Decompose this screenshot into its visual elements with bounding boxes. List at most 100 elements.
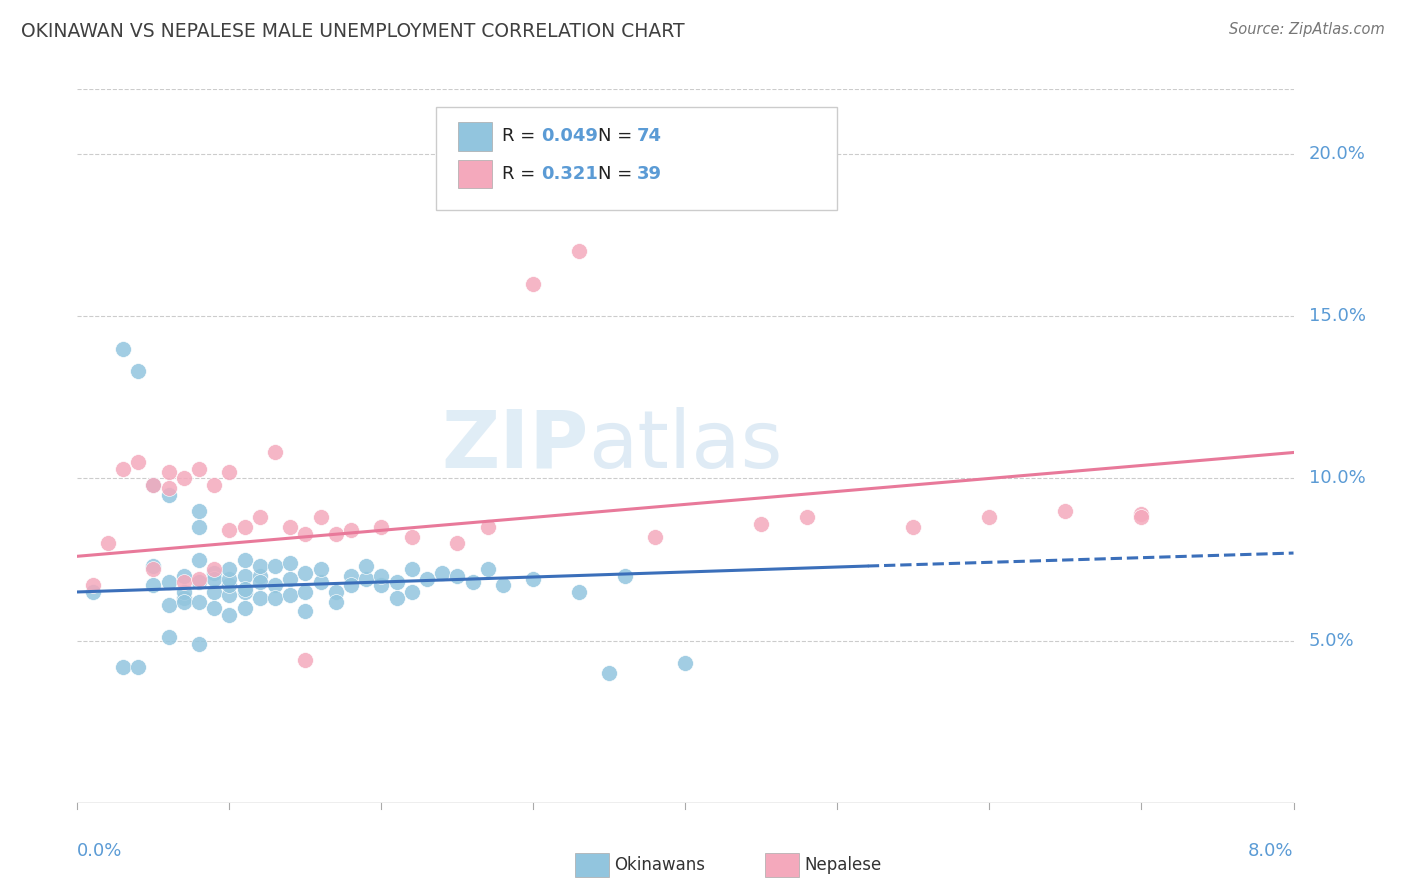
Point [173,591,195,606]
Point [675,657,697,671]
Point [416,572,439,586]
Point [218,465,240,479]
Point [249,568,271,582]
Point [370,578,392,592]
Text: OKINAWAN VS NEPALESE MALE UNEMPLOYMENT CORRELATION CHART: OKINAWAN VS NEPALESE MALE UNEMPLOYMENT C… [21,22,685,41]
Point [97,536,120,550]
Text: atlas: atlas [588,407,783,485]
Point [188,504,211,518]
Point [249,591,271,606]
Point [385,575,408,590]
Point [202,585,225,599]
Point [644,530,666,544]
Point [430,566,453,580]
Point [157,631,180,645]
Point [111,342,134,356]
Point [127,364,149,378]
Text: N =: N = [598,165,637,183]
Point [325,526,347,541]
Point [340,578,363,592]
Point [218,572,240,586]
Point [202,478,225,492]
Point [173,568,195,582]
Point [188,575,211,590]
Text: 0.049: 0.049 [541,128,598,145]
Point [218,607,240,622]
Point [278,556,301,570]
Text: 10.0%: 10.0% [1309,469,1365,487]
Point [127,455,149,469]
Point [233,552,256,566]
Point [309,562,332,576]
Point [1054,504,1077,518]
Point [492,578,515,592]
Text: 8.0%: 8.0% [1249,842,1294,860]
Point [188,520,211,534]
Point [249,510,271,524]
Text: Source: ZipAtlas.com: Source: ZipAtlas.com [1229,22,1385,37]
Text: 5.0%: 5.0% [1309,632,1354,649]
Point [370,568,392,582]
Point [979,510,1001,524]
Point [157,598,180,612]
Point [461,575,484,590]
Point [188,461,211,475]
Point [1130,510,1153,524]
Point [173,575,195,590]
Point [264,445,287,459]
Point [82,585,104,599]
Point [522,277,544,291]
Point [568,585,591,599]
Point [325,585,347,599]
Point [264,578,287,592]
Point [751,516,773,531]
Point [309,510,332,524]
Point [142,478,165,492]
Text: 74: 74 [637,128,662,145]
Point [218,588,240,602]
Point [354,559,377,574]
Point [233,582,256,596]
Point [173,595,195,609]
Point [157,481,180,495]
Text: Nepalese: Nepalese [804,856,882,874]
Point [233,585,256,599]
Point [249,559,271,574]
Point [202,566,225,580]
Point [340,568,363,582]
Point [157,465,180,479]
Point [568,244,591,259]
Point [157,488,180,502]
Point [446,536,468,550]
Point [325,595,347,609]
Point [249,575,271,590]
Point [294,604,316,618]
Point [1130,507,1153,521]
Point [446,568,468,582]
Point [157,575,180,590]
Text: Okinawans: Okinawans [614,856,706,874]
Text: 15.0%: 15.0% [1309,307,1365,326]
Point [142,578,165,592]
Text: 0.321: 0.321 [541,165,598,183]
Point [278,588,301,602]
Point [233,568,256,582]
Point [82,578,104,592]
Point [202,572,225,586]
Point [294,566,316,580]
Point [401,585,423,599]
Point [233,520,256,534]
Point [294,526,316,541]
Text: 39: 39 [637,165,662,183]
Point [477,562,499,576]
Point [233,601,256,615]
Text: 20.0%: 20.0% [1309,145,1365,163]
Point [309,575,332,590]
Point [142,562,165,576]
Text: N =: N = [598,128,637,145]
Point [188,637,211,651]
Point [202,601,225,615]
Point [294,585,316,599]
Text: R =: R = [502,128,541,145]
Point [477,520,499,534]
